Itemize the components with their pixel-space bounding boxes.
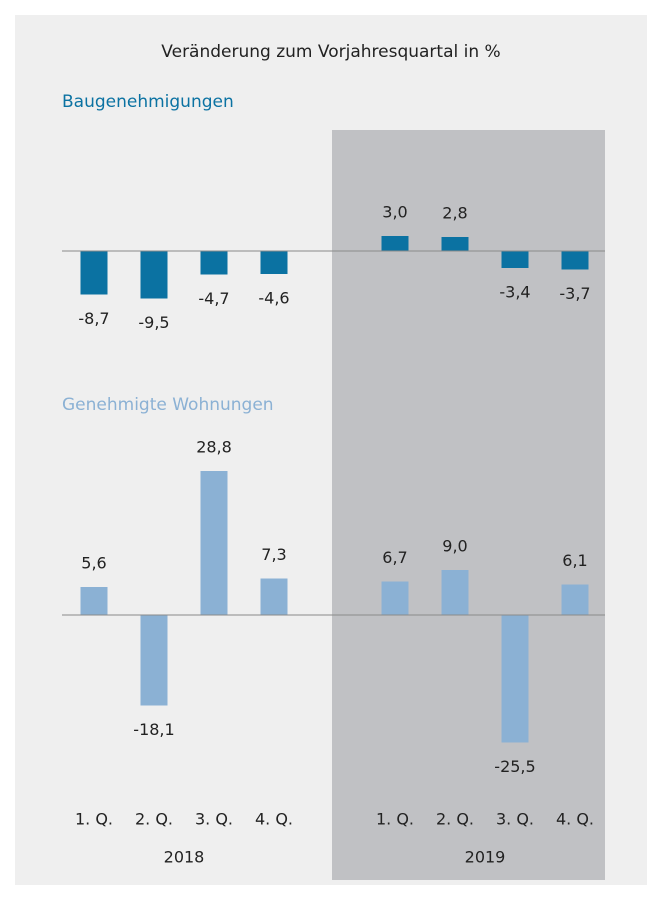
- x-tick-label: 4. Q.: [255, 810, 293, 829]
- x-tick-label: 1. Q.: [376, 810, 414, 829]
- subtitle: Baugenehmigungen: [62, 92, 234, 112]
- data-label: -9,5: [138, 313, 169, 332]
- subtitle: Genehmigte Wohnungen: [62, 395, 274, 415]
- group-label: 2018: [164, 848, 205, 867]
- bar: [501, 615, 529, 743]
- data-label: 3,0: [382, 203, 407, 222]
- bar: [381, 236, 409, 251]
- x-tick-label: 2. Q.: [436, 810, 474, 829]
- bar: [260, 251, 288, 274]
- data-label: -3,4: [499, 283, 530, 302]
- x-tick-label: 2. Q.: [135, 810, 173, 829]
- data-label: -4,6: [258, 289, 289, 308]
- data-label: -3,7: [559, 284, 590, 303]
- bar: [80, 251, 108, 295]
- bar: [140, 251, 168, 299]
- data-label: -4,7: [198, 289, 229, 308]
- data-label: 28,8: [196, 438, 232, 457]
- bar: [441, 237, 469, 251]
- data-label: 2,8: [442, 204, 467, 223]
- bar: [140, 615, 168, 706]
- data-label: -8,7: [78, 309, 109, 328]
- chart-title: Veränderung zum Vorjahresquartal in %: [161, 42, 500, 62]
- data-label: 7,3: [261, 545, 286, 564]
- bar: [561, 251, 589, 270]
- bar: [561, 584, 589, 615]
- bar: [381, 581, 409, 615]
- data-label: 9,0: [442, 537, 467, 556]
- x-tick-label: 1. Q.: [75, 810, 113, 829]
- highlight-2019: [332, 130, 605, 880]
- data-label: -18,1: [133, 720, 174, 739]
- bar: [441, 570, 469, 615]
- bar: [501, 251, 529, 268]
- data-label: 5,6: [81, 554, 106, 573]
- bar: [200, 471, 228, 615]
- x-tick-label: 4. Q.: [556, 810, 594, 829]
- x-tick-label: 3. Q.: [195, 810, 233, 829]
- bar: [80, 587, 108, 615]
- x-tick-label: 3. Q.: [496, 810, 534, 829]
- data-label: 6,1: [562, 551, 587, 570]
- bar: [260, 578, 288, 615]
- data-label: 6,7: [382, 548, 407, 567]
- data-label: -25,5: [494, 757, 535, 776]
- bar: [200, 251, 228, 275]
- group-label: 2019: [465, 848, 506, 867]
